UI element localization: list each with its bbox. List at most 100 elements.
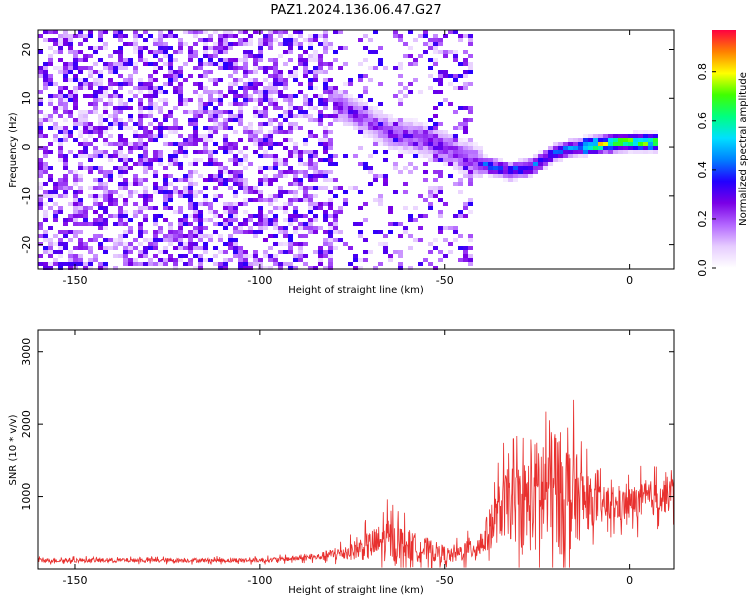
heatmap-cell: [253, 186, 258, 190]
heatmap-cell: [218, 42, 223, 46]
heatmap-cell: [73, 122, 78, 126]
heatmap-cell: [38, 34, 43, 38]
heatmap-cell: [88, 258, 93, 262]
heatmap-cell: [403, 118, 408, 122]
heatmap-cell: [403, 94, 408, 98]
heatmap-cell: [618, 142, 623, 146]
heatmap-cell: [643, 134, 648, 138]
heatmap-cell: [98, 46, 103, 50]
heatmap-cell: [313, 150, 318, 154]
heatmap-cell: [78, 154, 83, 158]
heatmap-cell: [373, 134, 378, 138]
heatmap-cell: [288, 242, 293, 246]
heatmap-cell: [378, 114, 383, 118]
heatmap-cell: [408, 126, 413, 130]
heatmap-cell: [253, 222, 258, 226]
heatmap-cell: [48, 242, 53, 246]
heatmap-cell: [183, 30, 188, 34]
heatmap-cell: [38, 90, 43, 94]
heatmap-cell: [43, 194, 48, 198]
heatmap-cell: [348, 82, 353, 86]
heatmap-cell: [58, 158, 63, 162]
heatmap-cell: [163, 258, 168, 262]
heatmap-cell: [158, 130, 163, 134]
heatmap-cell: [398, 142, 403, 146]
heatmap-cell: [263, 94, 268, 98]
heatmap-cell: [103, 86, 108, 90]
heatmap-cell: [228, 110, 233, 114]
heatmap-cell: [318, 54, 323, 58]
heatmap-cell: [303, 262, 308, 266]
heatmap-cell: [388, 122, 393, 126]
heatmap-cell: [263, 178, 268, 182]
heatmap-cell: [318, 258, 323, 262]
heatmap-cell: [548, 162, 553, 166]
heatmap-cell: [378, 82, 383, 86]
heatmap-cell: [98, 262, 103, 266]
heatmap-cell: [98, 218, 103, 222]
heatmap-cell: [233, 242, 238, 246]
heatmap-cell: [398, 254, 403, 258]
heatmap-cell: [183, 242, 188, 246]
heatmap-cell: [438, 258, 443, 262]
heatmap-cell: [258, 214, 263, 218]
heatmap-cell: [463, 142, 468, 146]
heatmap-cell: [228, 258, 233, 262]
heatmap-cell: [323, 178, 328, 182]
heatmap-cell: [433, 130, 438, 134]
heatmap-cell: [253, 150, 258, 154]
heatmap-cell: [438, 102, 443, 106]
heatmap-cell: [83, 154, 88, 158]
heatmap-cell: [78, 142, 83, 146]
heatmap-cell: [363, 114, 368, 118]
heatmap-cell: [358, 98, 363, 102]
heatmap-cell: [348, 114, 353, 118]
heatmap-cell: [333, 86, 338, 90]
heatmap-cell: [173, 154, 178, 158]
heatmap-cell: [258, 50, 263, 54]
heatmap-cell: [303, 98, 308, 102]
heatmap-cell: [268, 138, 273, 142]
heatmap-cell: [213, 54, 218, 58]
heatmap-cell: [513, 174, 518, 178]
heatmap-cell: [108, 214, 113, 218]
heatmap-cell: [168, 174, 173, 178]
heatmap-cell: [338, 118, 343, 122]
heatmap-cell: [573, 142, 578, 146]
heatmap-cell: [378, 262, 383, 266]
heatmap-cell: [178, 222, 183, 226]
heatmap-cell: [38, 234, 43, 238]
heatmap-cell: [58, 98, 63, 102]
heatmap-cell: [298, 198, 303, 202]
heatmap-cell: [278, 194, 283, 198]
heatmap-cell: [68, 250, 73, 254]
heatmap-cell: [273, 222, 278, 226]
heatmap-cell: [243, 222, 248, 226]
heatmap-cell: [383, 234, 388, 238]
heatmap-cell: [533, 162, 538, 166]
heatmap-cell: [323, 62, 328, 66]
heatmap-cell: [463, 58, 468, 62]
heatmap-cell: [363, 258, 368, 262]
heatmap-cell: [173, 90, 178, 94]
heatmap-cell: [358, 206, 363, 210]
heatmap-cell: [68, 258, 73, 262]
heatmap-cell: [363, 126, 368, 130]
heatmap-cell: [38, 262, 43, 266]
heatmap-cell: [58, 238, 63, 242]
heatmap-cell: [388, 254, 393, 258]
heatmap-cell: [133, 130, 138, 134]
heatmap-cell: [278, 206, 283, 210]
heatmap-cell: [443, 226, 448, 230]
heatmap-cell: [173, 258, 178, 262]
heatmap-cell: [408, 218, 413, 222]
heatmap-cell: [388, 114, 393, 118]
heatmap-cell: [288, 50, 293, 54]
heatmap-cell: [578, 154, 583, 158]
heatmap-cell: [228, 214, 233, 218]
heatmap-cell: [228, 66, 233, 70]
heatmap-cell: [178, 150, 183, 154]
heatmap-cell: [203, 74, 208, 78]
heatmap-cell: [203, 186, 208, 190]
heatmap-cell: [263, 266, 268, 270]
